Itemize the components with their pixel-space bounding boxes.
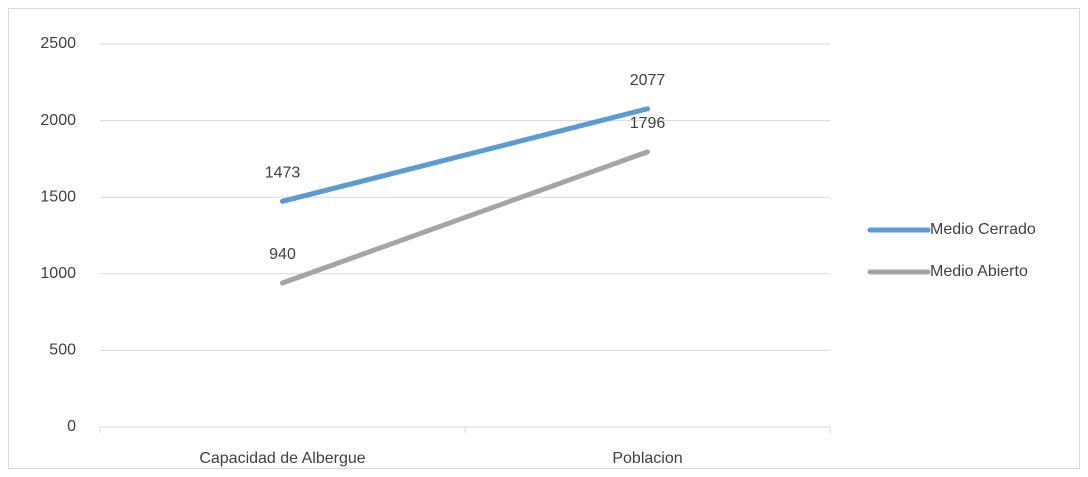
y-tick-label: 2000 [40, 112, 76, 129]
series-line [280, 149, 650, 286]
data-label: 1473 [265, 165, 301, 182]
y-tick-label: 2500 [40, 35, 76, 52]
y-tick-label: 0 [67, 418, 76, 435]
series-line [280, 106, 650, 204]
y-tick-label: 1500 [40, 188, 76, 205]
data-label: 940 [269, 246, 296, 263]
legend-label: Medio Cerrado [930, 221, 1036, 238]
x-tick-label: Poblacion [612, 450, 682, 467]
x-tick-label: Capacidad de Albergue [199, 450, 365, 467]
data-label: 2077 [630, 72, 666, 89]
y-tick-label: 1000 [40, 265, 76, 282]
chart-border [8, 8, 1080, 469]
data-label: 1796 [630, 115, 666, 132]
legend-label: Medio Abierto [930, 263, 1028, 280]
y-tick-label: 500 [49, 342, 76, 359]
